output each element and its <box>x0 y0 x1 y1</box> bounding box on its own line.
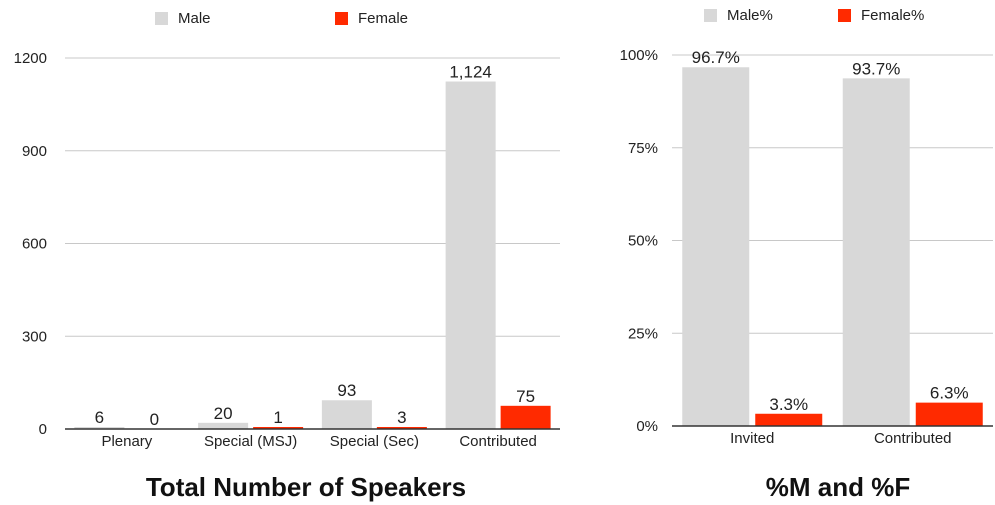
bar-female <box>253 427 304 429</box>
y-tick-label: 0 <box>39 421 47 438</box>
bar-female <box>500 405 551 429</box>
legend-label: Male% <box>727 7 773 24</box>
legend-label: Female <box>358 10 408 27</box>
bar-male <box>445 81 496 429</box>
bar-male <box>842 78 910 427</box>
category-label: Contributed <box>459 433 537 450</box>
category-label: Special (Sec) <box>330 433 419 450</box>
y-tick-label: 25% <box>628 325 658 342</box>
y-tick-label: 1200 <box>14 50 47 67</box>
data-label: 1 <box>273 408 282 427</box>
percentage-chart: 0% 25% 50% 75% 100% 96.7% 3.3% Invited 93.7% 6.3%… <box>620 7 993 502</box>
bar-female <box>915 402 983 426</box>
y-tick-label: 900 <box>22 143 47 160</box>
data-label: 6 <box>95 408 104 427</box>
y-tick-label: 100% <box>620 47 658 64</box>
data-label: 20 <box>214 404 233 423</box>
legend-label: Female% <box>861 7 924 24</box>
bar-male <box>321 400 372 429</box>
y-tick-label: 75% <box>628 140 658 157</box>
data-label: 93 <box>337 381 356 400</box>
bar-male <box>74 427 125 429</box>
chart-title: %M and %F <box>766 472 910 502</box>
bar-female <box>755 413 823 426</box>
data-label: 6.3% <box>930 384 969 403</box>
legend-swatch-male <box>155 12 168 25</box>
data-label: 93.7% <box>852 59 900 78</box>
bar-male <box>682 67 750 427</box>
data-label: 96.7% <box>692 48 740 67</box>
legend-swatch-female <box>335 12 348 25</box>
legend-swatch-male <box>704 9 717 22</box>
category-label: Contributed <box>874 430 952 447</box>
y-tick-label: 300 <box>22 328 47 345</box>
chart-title: Total Number of Speakers <box>146 472 466 502</box>
data-label: 1,124 <box>449 62 492 81</box>
speakers-count-chart: 0 300 600 900 1200 6 0 Plenary 20 1 Special (MSJ) 9… <box>14 10 560 502</box>
y-tick-label: 50% <box>628 233 658 250</box>
category-label: Special (MSJ) <box>204 433 297 450</box>
y-tick-label: 0% <box>636 418 658 435</box>
data-label: 75 <box>516 387 535 406</box>
category-label: Invited <box>730 430 774 447</box>
data-label: 3.3% <box>769 395 808 414</box>
data-label: 3 <box>397 408 406 427</box>
y-tick-label: 600 <box>22 236 47 253</box>
category-label: Plenary <box>101 433 152 450</box>
bar-male <box>198 422 249 429</box>
legend-swatch-female <box>838 9 851 22</box>
bar-female <box>376 427 427 429</box>
data-label: 0 <box>150 410 159 429</box>
legend-label: Male <box>178 10 211 27</box>
